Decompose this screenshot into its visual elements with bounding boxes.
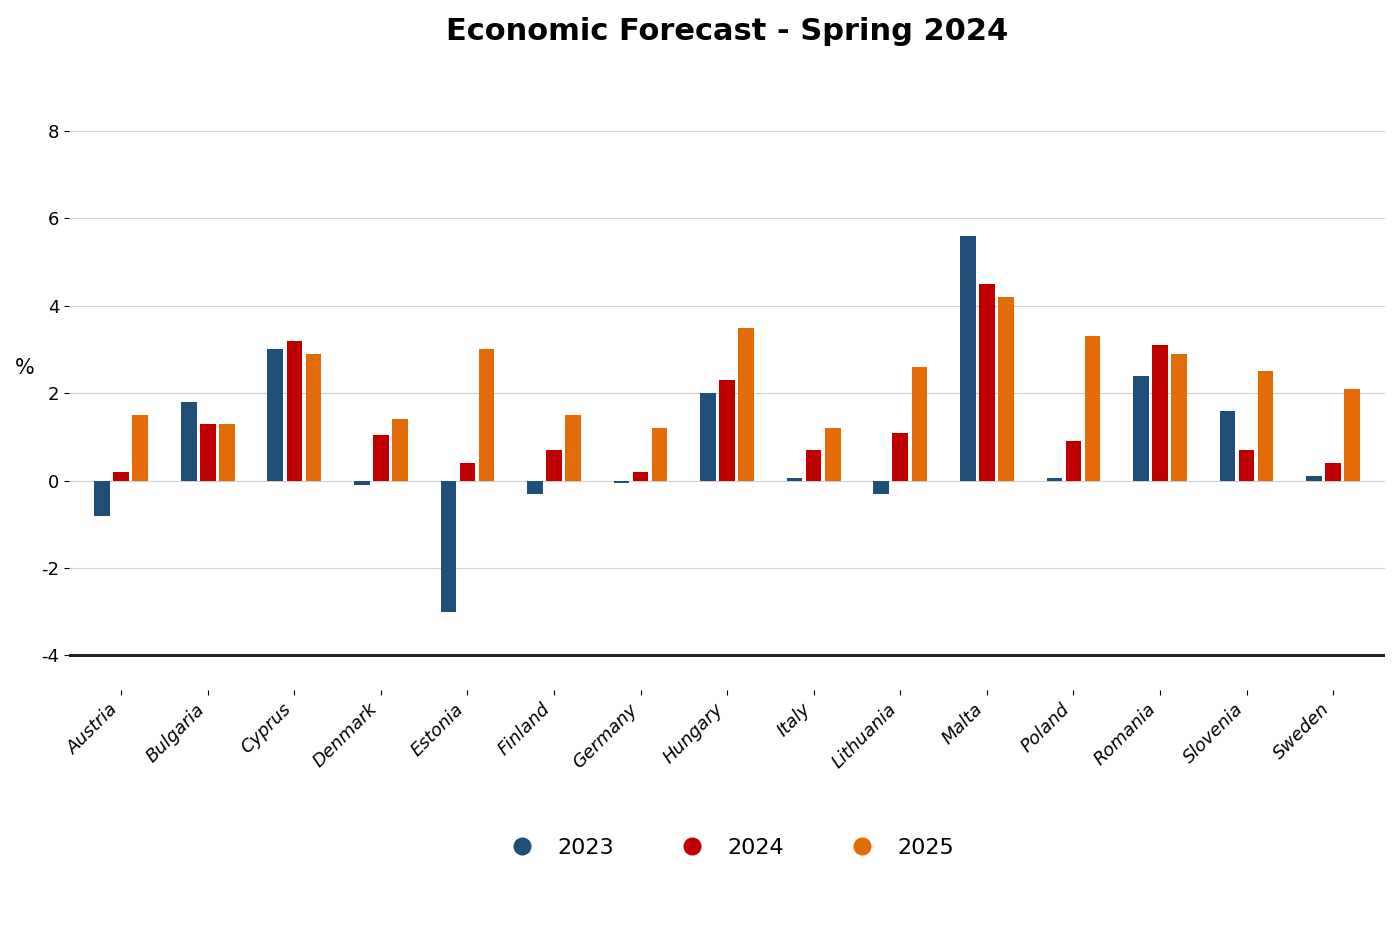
Bar — [874, 480, 889, 494]
Bar — [1133, 376, 1148, 480]
Y-axis label: %: % — [15, 358, 35, 378]
Bar — [892, 433, 909, 480]
Bar — [652, 428, 668, 480]
Bar — [1152, 345, 1168, 480]
Bar — [1219, 411, 1235, 480]
Bar — [218, 424, 235, 480]
Bar — [181, 402, 196, 480]
Bar — [372, 435, 389, 480]
Bar — [911, 367, 927, 480]
Bar — [305, 354, 321, 480]
Bar — [979, 284, 994, 480]
Title: Economic Forecast - Spring 2024: Economic Forecast - Spring 2024 — [447, 18, 1008, 47]
Legend: 2023, 2024, 2025: 2023, 2024, 2025 — [491, 829, 963, 867]
Bar — [613, 480, 630, 482]
Bar — [133, 415, 148, 480]
Bar — [267, 350, 283, 480]
Bar — [806, 450, 822, 480]
Bar — [1085, 336, 1100, 480]
Bar — [1239, 450, 1254, 480]
Bar — [633, 472, 648, 480]
Bar — [546, 450, 561, 480]
Bar — [94, 480, 111, 516]
Bar — [200, 424, 216, 480]
Bar — [960, 236, 976, 480]
Bar — [479, 350, 494, 480]
Bar — [825, 428, 840, 480]
Bar — [1344, 389, 1359, 480]
Bar — [392, 420, 407, 480]
Bar — [738, 327, 755, 480]
Bar — [700, 393, 715, 480]
Bar — [441, 480, 456, 612]
Bar — [787, 479, 802, 480]
Bar — [287, 341, 302, 480]
Bar — [1306, 476, 1322, 480]
Bar — [1172, 354, 1187, 480]
Bar — [720, 380, 735, 480]
Bar — [998, 297, 1014, 480]
Bar — [566, 415, 581, 480]
Bar — [1326, 463, 1341, 480]
Bar — [113, 472, 129, 480]
Bar — [459, 463, 475, 480]
Bar — [354, 480, 370, 485]
Bar — [1047, 479, 1063, 480]
Bar — [1257, 371, 1274, 480]
Bar — [528, 480, 543, 494]
Bar — [1065, 441, 1081, 480]
